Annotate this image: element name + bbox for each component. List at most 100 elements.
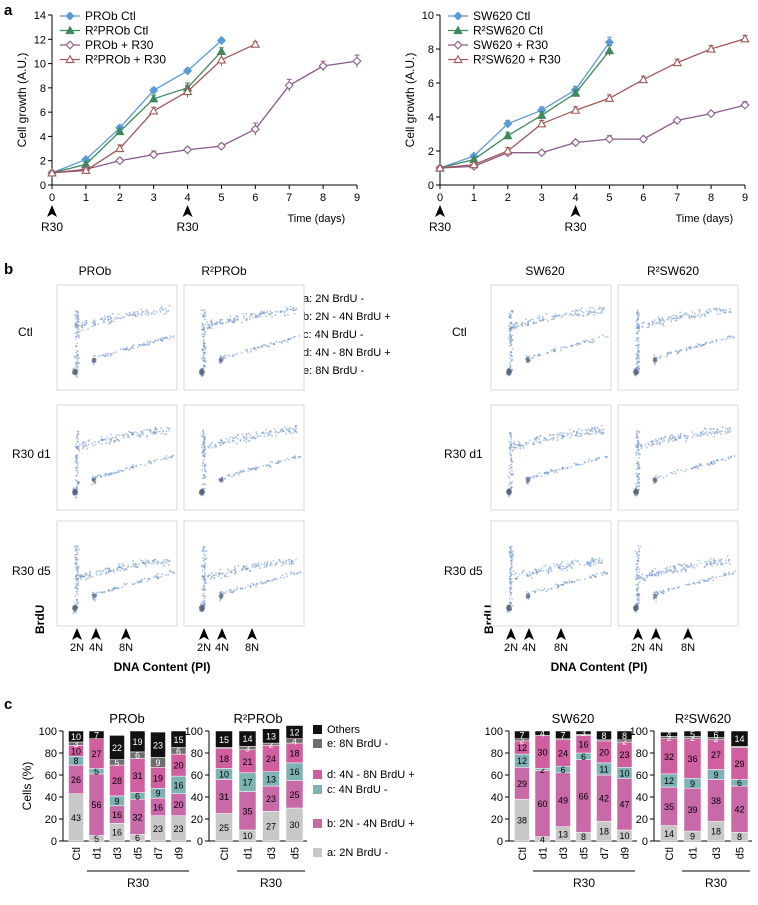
scatter-dot bbox=[109, 353, 112, 355]
scatter-dot bbox=[638, 367, 640, 370]
scatter-dot bbox=[245, 568, 248, 570]
scatter-dot bbox=[265, 464, 268, 467]
scatter-dot bbox=[102, 321, 105, 324]
bar-segment bbox=[514, 730, 530, 739]
scatter-dot bbox=[226, 318, 229, 321]
treatment-arrow-label: R30 bbox=[177, 220, 199, 234]
scatter-dot bbox=[81, 329, 84, 331]
scatter-dot bbox=[144, 559, 147, 561]
bar-value-label: 19 bbox=[132, 737, 142, 747]
scatter-dot bbox=[111, 312, 114, 315]
scatter-dot bbox=[138, 433, 141, 435]
scatter-dot bbox=[249, 469, 252, 472]
scatter-dot bbox=[242, 470, 245, 473]
y-tick-label: 40 bbox=[191, 792, 203, 804]
scatter-dot bbox=[708, 432, 711, 434]
scatter-dot bbox=[107, 318, 110, 321]
scatter-dot bbox=[99, 354, 102, 357]
scatter-dot bbox=[74, 338, 77, 340]
scatter-dot bbox=[295, 427, 297, 430]
scatter-dot bbox=[515, 572, 518, 574]
scatter-dot bbox=[77, 584, 79, 587]
scatter-dot bbox=[203, 309, 206, 311]
scatter-dot bbox=[255, 583, 258, 586]
scatter-dot bbox=[674, 319, 677, 322]
scatter-dot bbox=[723, 574, 726, 577]
scatter-dot bbox=[638, 594, 641, 597]
scatter-dot bbox=[592, 563, 595, 566]
y-tick-label: 40 bbox=[45, 792, 57, 804]
scatter-dot bbox=[640, 447, 643, 450]
scatter-dot bbox=[156, 339, 159, 341]
scatter-dot bbox=[716, 432, 719, 435]
stacked-bar-chart-stack_r2sw620: 020406080100R²SW6201435123224Ctl93993625… bbox=[630, 711, 752, 890]
scatter-dot bbox=[233, 317, 236, 320]
scatter-dot bbox=[510, 359, 513, 362]
scatter-dot bbox=[728, 571, 730, 574]
scatter-dot bbox=[510, 463, 513, 466]
scatter-dot bbox=[251, 582, 254, 585]
scatter-dot bbox=[161, 561, 164, 564]
scatter-dot bbox=[253, 565, 255, 567]
scatter-dot bbox=[134, 565, 137, 568]
scatter-dot bbox=[122, 470, 125, 472]
scatter-dot bbox=[165, 312, 168, 314]
scatter-dot bbox=[137, 312, 140, 315]
scatter-dot bbox=[269, 465, 271, 468]
bar-value-label: 8 bbox=[73, 756, 78, 766]
bar-value-label: 6 bbox=[135, 751, 140, 761]
scatter-dot bbox=[636, 566, 639, 569]
scatter-dot bbox=[703, 432, 706, 434]
scatter-dot bbox=[600, 571, 603, 574]
scatter-dot bbox=[597, 308, 600, 310]
scatter-dot bbox=[269, 431, 272, 434]
scatter-dot bbox=[242, 565, 245, 568]
scatter-dot bbox=[204, 554, 206, 557]
scatter-dot bbox=[647, 323, 650, 325]
category-label: d1 bbox=[538, 847, 550, 859]
scatter-dot bbox=[728, 573, 731, 576]
scatter-dot bbox=[712, 341, 714, 344]
scatter-dot bbox=[201, 477, 204, 479]
scatter-dot bbox=[275, 562, 277, 565]
scatter-dot bbox=[636, 312, 639, 315]
scatter-dot bbox=[145, 435, 148, 438]
scatter-dot bbox=[99, 318, 102, 321]
y-tick-label: 80 bbox=[45, 748, 57, 760]
scatter-dot bbox=[124, 584, 127, 586]
scatter-dot bbox=[201, 550, 204, 553]
scatter-dot bbox=[511, 466, 513, 469]
treatment-arrow-icon bbox=[47, 205, 57, 217]
scatter-dot bbox=[562, 314, 565, 316]
scatter-dot bbox=[671, 317, 674, 320]
bar-value-label: 4 bbox=[666, 730, 671, 740]
bar-value-label: 6 bbox=[135, 791, 140, 801]
scatter-dot bbox=[164, 559, 166, 561]
scatter-dot bbox=[637, 350, 639, 353]
ploidy-markers-sw620: 2N 4N 8N bbox=[504, 628, 568, 654]
scatter-dot bbox=[676, 570, 679, 573]
y-tick-label: 6 bbox=[40, 107, 46, 119]
scatter-dot bbox=[727, 457, 730, 460]
scatter-dot bbox=[642, 577, 645, 580]
scatter-dot bbox=[646, 576, 649, 579]
scatter-dot bbox=[160, 458, 163, 461]
scatter-dot bbox=[76, 438, 79, 440]
scatter-dot bbox=[76, 342, 78, 345]
scatter-dot bbox=[562, 567, 565, 570]
scatter-dot bbox=[637, 449, 640, 451]
legend-marker bbox=[65, 40, 75, 50]
scatter-dot bbox=[205, 550, 208, 552]
legend-swatch bbox=[313, 848, 322, 857]
scatter-dot bbox=[536, 436, 539, 439]
scatter-dot bbox=[202, 374, 205, 377]
bar-value-label: 16 bbox=[112, 828, 122, 838]
scatter-dot bbox=[75, 351, 78, 354]
scatter-dot bbox=[635, 353, 638, 355]
legend-label: R²SW620 + R30 bbox=[473, 53, 561, 67]
scatter-dot bbox=[289, 432, 292, 434]
scatter-dot bbox=[551, 437, 554, 439]
scatter-dot bbox=[75, 469, 77, 472]
scatter-dot bbox=[644, 444, 647, 446]
